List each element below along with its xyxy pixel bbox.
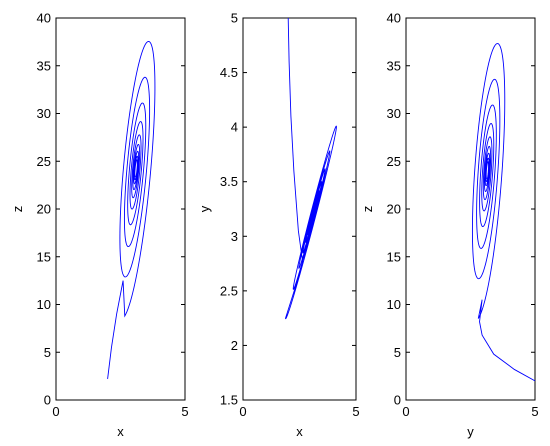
y-tick-label: 40	[37, 11, 51, 26]
y-tick-label: 4.5	[220, 65, 238, 80]
y-tick-label: 0	[44, 393, 51, 408]
y-tick-label: 20	[37, 202, 51, 217]
y-tick-label: 20	[387, 202, 401, 217]
x-tick-label: 5	[181, 404, 188, 419]
y-tick-label: 4	[231, 120, 238, 135]
trajectory-line	[471, 43, 536, 382]
y-tick-label: 15	[387, 249, 401, 264]
trajectory-line	[107, 40, 156, 380]
y-tick-label: 40	[387, 11, 401, 26]
y-axis-label: z	[360, 206, 375, 213]
x-tick-label: 0	[239, 404, 246, 419]
subplot-1: 0 5 10 15 20 25 30 35 40 0 5 x z	[10, 11, 189, 440]
x-axis-label: x	[296, 424, 303, 439]
y-tick-label: 30	[387, 106, 401, 121]
x-tick-label: 0	[52, 404, 59, 419]
x-axis-label: x	[117, 424, 124, 439]
y-tick-label: 35	[387, 58, 401, 73]
y-tick-label: 2	[231, 338, 238, 353]
y-tick-label: 25	[37, 154, 51, 169]
y-tick-label: 3	[231, 229, 238, 244]
axes-frame	[405, 17, 536, 401]
x-tick-label: 0	[402, 404, 409, 419]
y-tick-label: 10	[387, 297, 401, 312]
y-axis-label: y	[197, 205, 212, 212]
y-tick-label: 5	[231, 11, 238, 26]
x-axis-label: y	[467, 424, 474, 439]
y-tick-label: 25	[387, 154, 401, 169]
y-tick-label: 10	[37, 297, 51, 312]
x-tick-label: 5	[531, 404, 538, 419]
y-tick-label: 2.5	[220, 283, 238, 298]
y-tick-label: 30	[37, 106, 51, 121]
y-axis-label: z	[10, 206, 25, 213]
y-tick-label: 0	[394, 393, 401, 408]
subplot-2: 1.5 2 2.5 3 3.5 4 4.5 5 0 5 x y	[197, 11, 360, 440]
subplot-3: 0 5 10 15 20 25 30 35 40 0 5 y z	[360, 11, 539, 440]
y-tick-label: 35	[37, 58, 51, 73]
y-tick-label: 3.5	[220, 174, 238, 189]
axes-frame	[242, 17, 357, 401]
y-tick-label: 15	[37, 249, 51, 264]
y-tick-label: 1.5	[220, 393, 238, 408]
trajectory-line	[285, 17, 337, 320]
y-tick-label: 5	[394, 345, 401, 360]
x-tick-label: 5	[352, 404, 359, 419]
y-tick-label: 5	[44, 345, 51, 360]
